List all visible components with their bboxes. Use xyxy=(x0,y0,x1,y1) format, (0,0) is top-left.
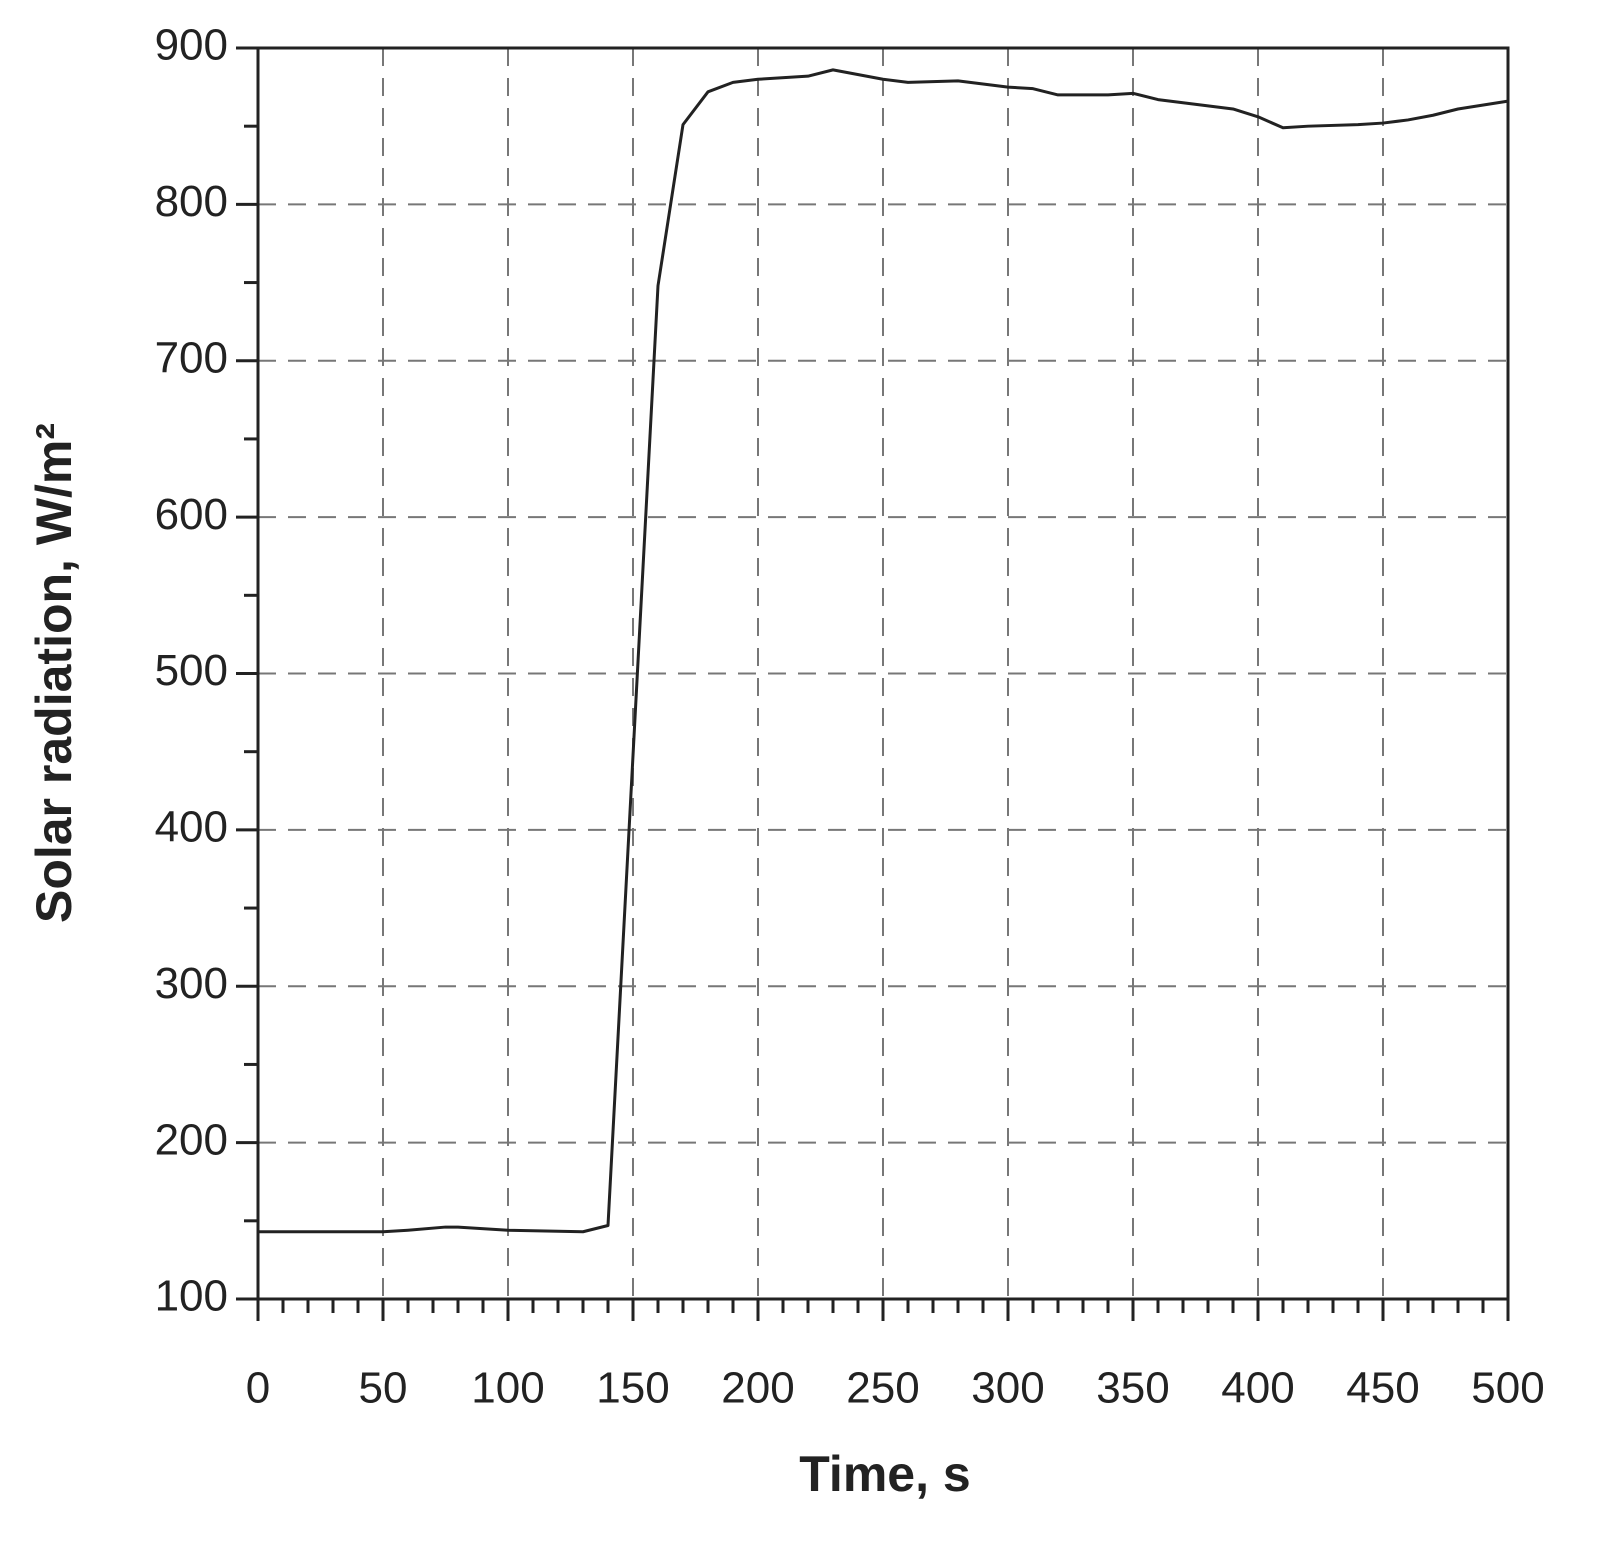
y-tick-label: 300 xyxy=(155,959,228,1008)
x-tick-label: 0 xyxy=(246,1364,270,1413)
y-axis-title: Solar radiation, W/m² xyxy=(26,423,82,923)
x-tick-label: 250 xyxy=(846,1364,919,1413)
y-tick-label: 400 xyxy=(155,803,228,852)
y-tick-label: 700 xyxy=(155,333,228,382)
y-tick-label: 500 xyxy=(155,646,228,695)
x-axis-title: Time, s xyxy=(799,1446,970,1502)
x-tick-label: 400 xyxy=(1221,1364,1294,1413)
y-tick-label: 100 xyxy=(155,1272,228,1321)
x-tick-label: 500 xyxy=(1471,1364,1544,1413)
x-tick-label: 150 xyxy=(596,1364,669,1413)
x-tick-label: 200 xyxy=(721,1364,794,1413)
x-tick-label: 450 xyxy=(1346,1364,1419,1413)
x-tick-label: 50 xyxy=(359,1364,408,1413)
y-tick-label: 900 xyxy=(155,21,228,70)
x-tick-label: 300 xyxy=(971,1364,1044,1413)
y-tick-label: 200 xyxy=(155,1115,228,1164)
x-tick-label: 100 xyxy=(471,1364,544,1413)
plot-frame xyxy=(256,46,1510,1301)
y-tick-label: 600 xyxy=(155,490,228,539)
y-tick-label: 800 xyxy=(155,177,228,226)
x-tick-label: 350 xyxy=(1096,1364,1169,1413)
data-line xyxy=(258,68,1509,1234)
